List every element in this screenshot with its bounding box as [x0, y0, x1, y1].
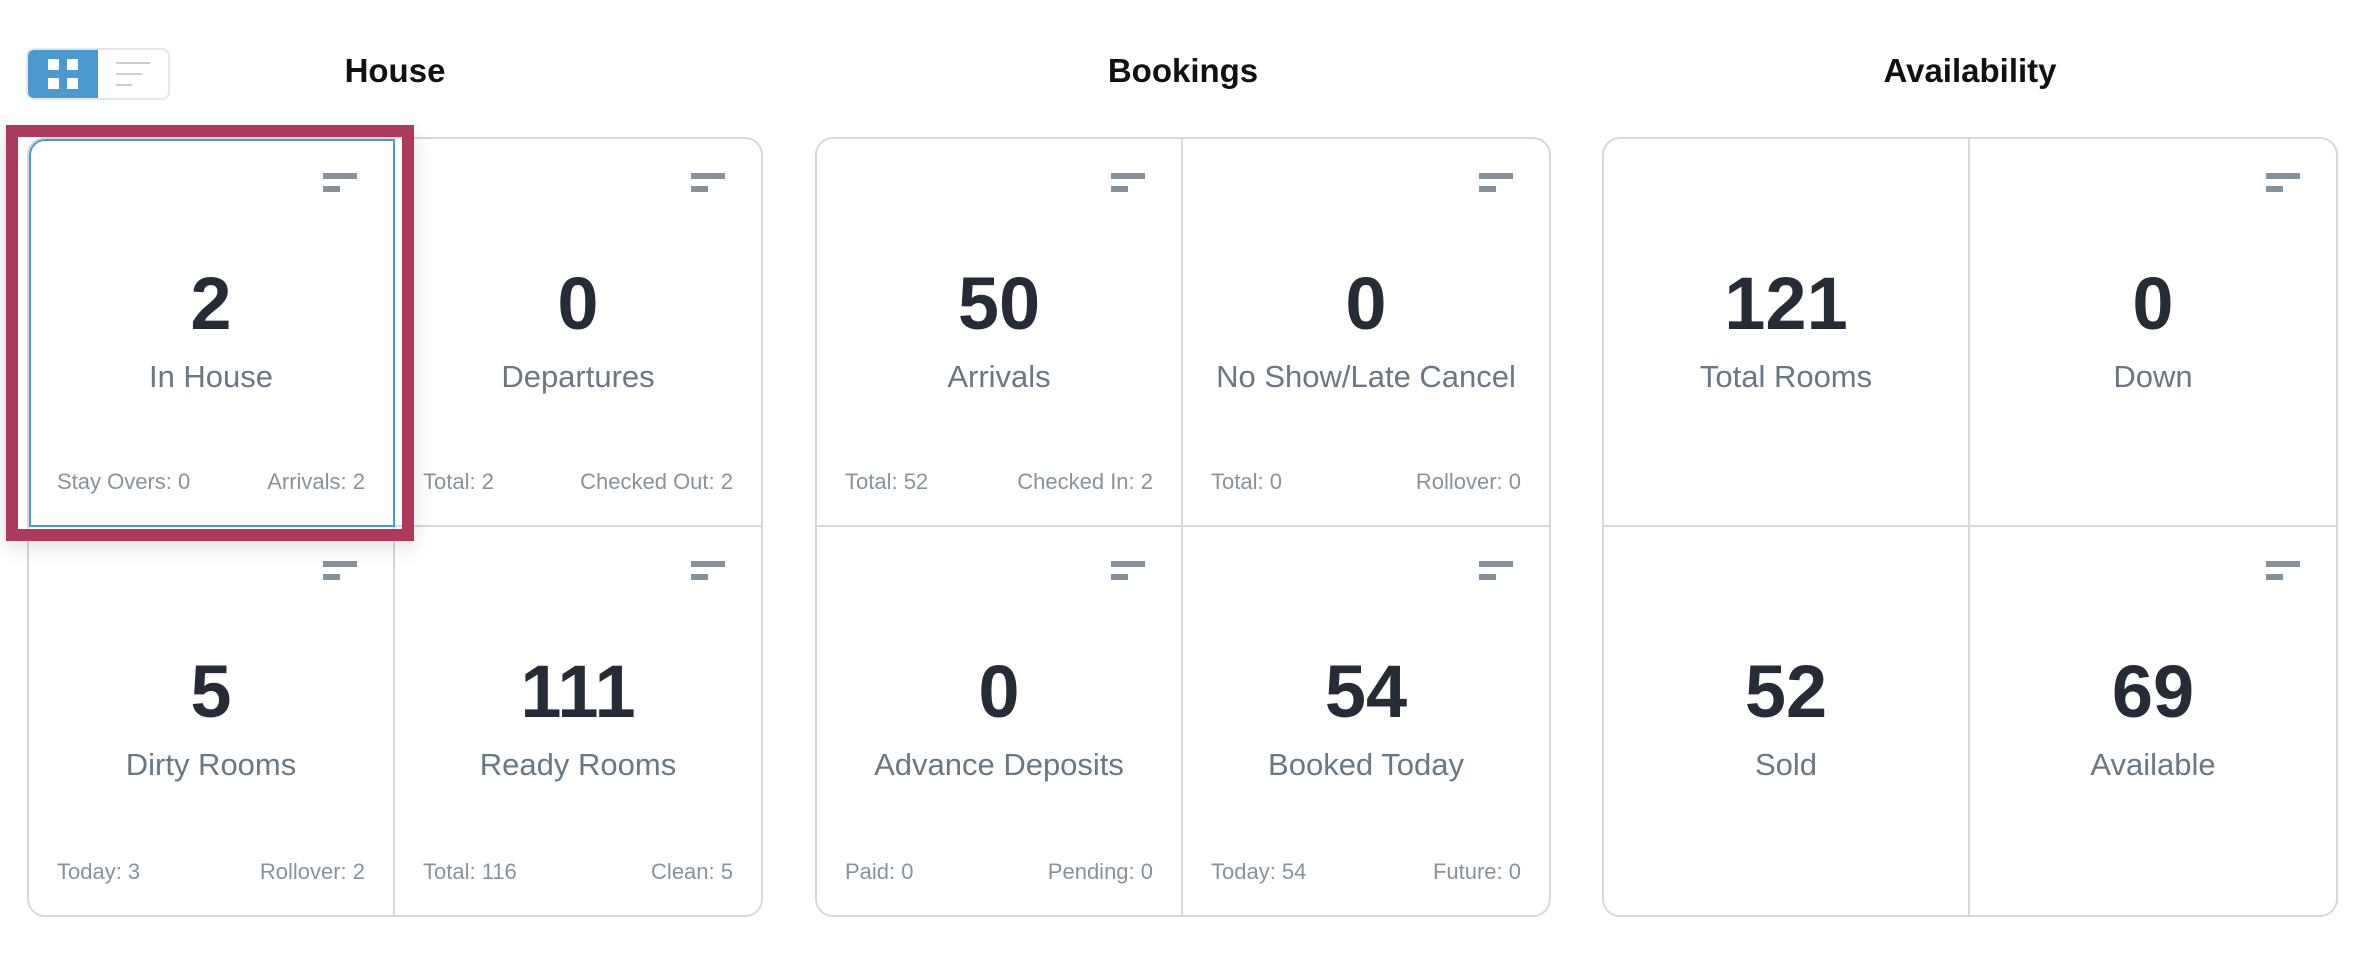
footer-left: Total: 116	[423, 859, 517, 884]
tile-departures[interactable]: 0 Departures Total: 2 Checked Out: 2	[395, 139, 761, 527]
tile-footer: Total: 116 Clean: 5	[423, 859, 733, 885]
tile-label: Dirty Rooms	[125, 747, 297, 782]
footer-left: Total: 0	[1211, 469, 1282, 494]
footer-right: Pending: 0	[1047, 859, 1153, 884]
sort-icon[interactable]	[1479, 561, 1513, 581]
tile-value: 2	[190, 262, 232, 345]
tile-label: Down	[2113, 359, 2193, 394]
list-icon	[116, 62, 150, 86]
tile-footer: Today: 3 Rollover: 2	[57, 859, 365, 885]
tile-value: 69	[2111, 650, 2195, 733]
tile-arrivals[interactable]: 50 Arrivals Total: 52 Checked In: 2	[817, 139, 1183, 527]
tile-footer: Total: 52 Checked In: 2	[845, 469, 1153, 495]
tile-value: 52	[1744, 650, 1828, 733]
footer-right: Checked In: 2	[1017, 469, 1153, 494]
tile-value: 50	[957, 262, 1041, 345]
tile-available[interactable]: 69 Available	[1970, 527, 2336, 915]
tile-label: Total Rooms	[1699, 359, 1873, 394]
tile-total-rooms[interactable]: 121 Total Rooms	[1604, 139, 1970, 527]
tile-footer: Total: 0 Rollover: 0	[1211, 469, 1521, 495]
panel-availability: 121 Total Rooms 0 Down 52 Sold 69 Available	[1602, 137, 2338, 917]
tile-label: Arrivals	[947, 359, 1051, 394]
sort-icon[interactable]	[1479, 173, 1513, 193]
tile-footer: Paid: 0 Pending: 0	[845, 859, 1153, 885]
tile-label: Departures	[501, 359, 655, 394]
sort-icon[interactable]	[323, 561, 357, 581]
tile-label: Ready Rooms	[479, 747, 677, 782]
footer-right: Checked Out: 2	[580, 469, 733, 494]
tile-value: 0	[1345, 262, 1387, 345]
footer-left: Total: 2	[423, 469, 494, 494]
tile-label: No Show/Late Cancel	[1216, 359, 1516, 394]
footer-left: Total: 52	[845, 469, 929, 494]
tile-ready-rooms[interactable]: 111 Ready Rooms Total: 116 Clean: 5	[395, 527, 761, 915]
tile-sold[interactable]: 52 Sold	[1604, 527, 1970, 915]
footer-right: Rollover: 2	[259, 859, 365, 884]
sort-icon[interactable]	[691, 173, 725, 193]
tile-footer: Stay Overs: 0 Arrivals: 2	[57, 469, 365, 495]
tile-footer: Today: 54 Future: 0	[1211, 859, 1521, 885]
sort-icon[interactable]	[2266, 561, 2300, 581]
section-title-house: House	[344, 52, 446, 89]
tile-label: Advance Deposits	[874, 747, 1124, 782]
tile-value: 111	[520, 650, 636, 733]
tile-label: Sold	[1754, 747, 1818, 782]
footer-left: Today: 54	[1211, 859, 1307, 884]
footer-right: Clean: 5	[651, 859, 733, 884]
sort-icon[interactable]	[2266, 173, 2300, 193]
footer-right: Rollover: 0	[1415, 469, 1521, 494]
panel-bookings: 50 Arrivals Total: 52 Checked In: 2 0 No Show…	[815, 137, 1551, 917]
tile-value: 0	[2132, 262, 2174, 345]
tile-label: Available	[2090, 747, 2216, 782]
tile-label: In House	[148, 359, 274, 394]
grid-icon	[48, 59, 78, 89]
tile-value: 54	[1324, 650, 1408, 733]
tile-dirty-rooms[interactable]: 5 Dirty Rooms Today: 3 Rollover: 2	[29, 527, 395, 915]
tile-value: 0	[557, 262, 599, 345]
tile-value: 121	[1724, 262, 1848, 345]
footer-left: Paid: 0	[845, 859, 914, 884]
tile-value: 5	[190, 650, 232, 733]
footer-left: Today: 3	[57, 859, 141, 884]
tile-in-house[interactable]: 2 In House Stay Overs: 0 Arrivals: 2	[29, 139, 395, 527]
tile-footer: Total: 2 Checked Out: 2	[423, 469, 733, 495]
tile-label: Booked Today	[1268, 747, 1464, 782]
footer-right: Arrivals: 2	[267, 469, 365, 494]
section-title-bookings: Bookings	[1107, 52, 1259, 89]
tile-no-show-late-cancel[interactable]: 0 No Show/Late Cancel Total: 0 Rollover: 0	[1183, 139, 1549, 527]
sort-icon[interactable]	[691, 561, 725, 581]
tile-booked-today[interactable]: 54 Booked Today Today: 54 Future: 0	[1183, 527, 1549, 915]
tile-down[interactable]: 0 Down	[1970, 139, 2336, 527]
footer-left: Stay Overs: 0	[57, 469, 191, 494]
section-title-availability: Availability	[1883, 52, 2057, 89]
tile-value: 0	[978, 650, 1020, 733]
sort-icon[interactable]	[323, 173, 357, 193]
panel-house: 2 In House Stay Overs: 0 Arrivals: 2 0 Depart…	[27, 137, 763, 917]
sort-icon[interactable]	[1111, 173, 1145, 193]
sort-icon[interactable]	[1111, 561, 1145, 581]
tile-advance-deposits[interactable]: 0 Advance Deposits Paid: 0 Pending: 0	[817, 527, 1183, 915]
list-view-button[interactable]	[98, 50, 168, 98]
footer-right: Future: 0	[1432, 859, 1521, 884]
view-toggle	[26, 48, 170, 100]
grid-view-button[interactable]	[28, 50, 98, 98]
